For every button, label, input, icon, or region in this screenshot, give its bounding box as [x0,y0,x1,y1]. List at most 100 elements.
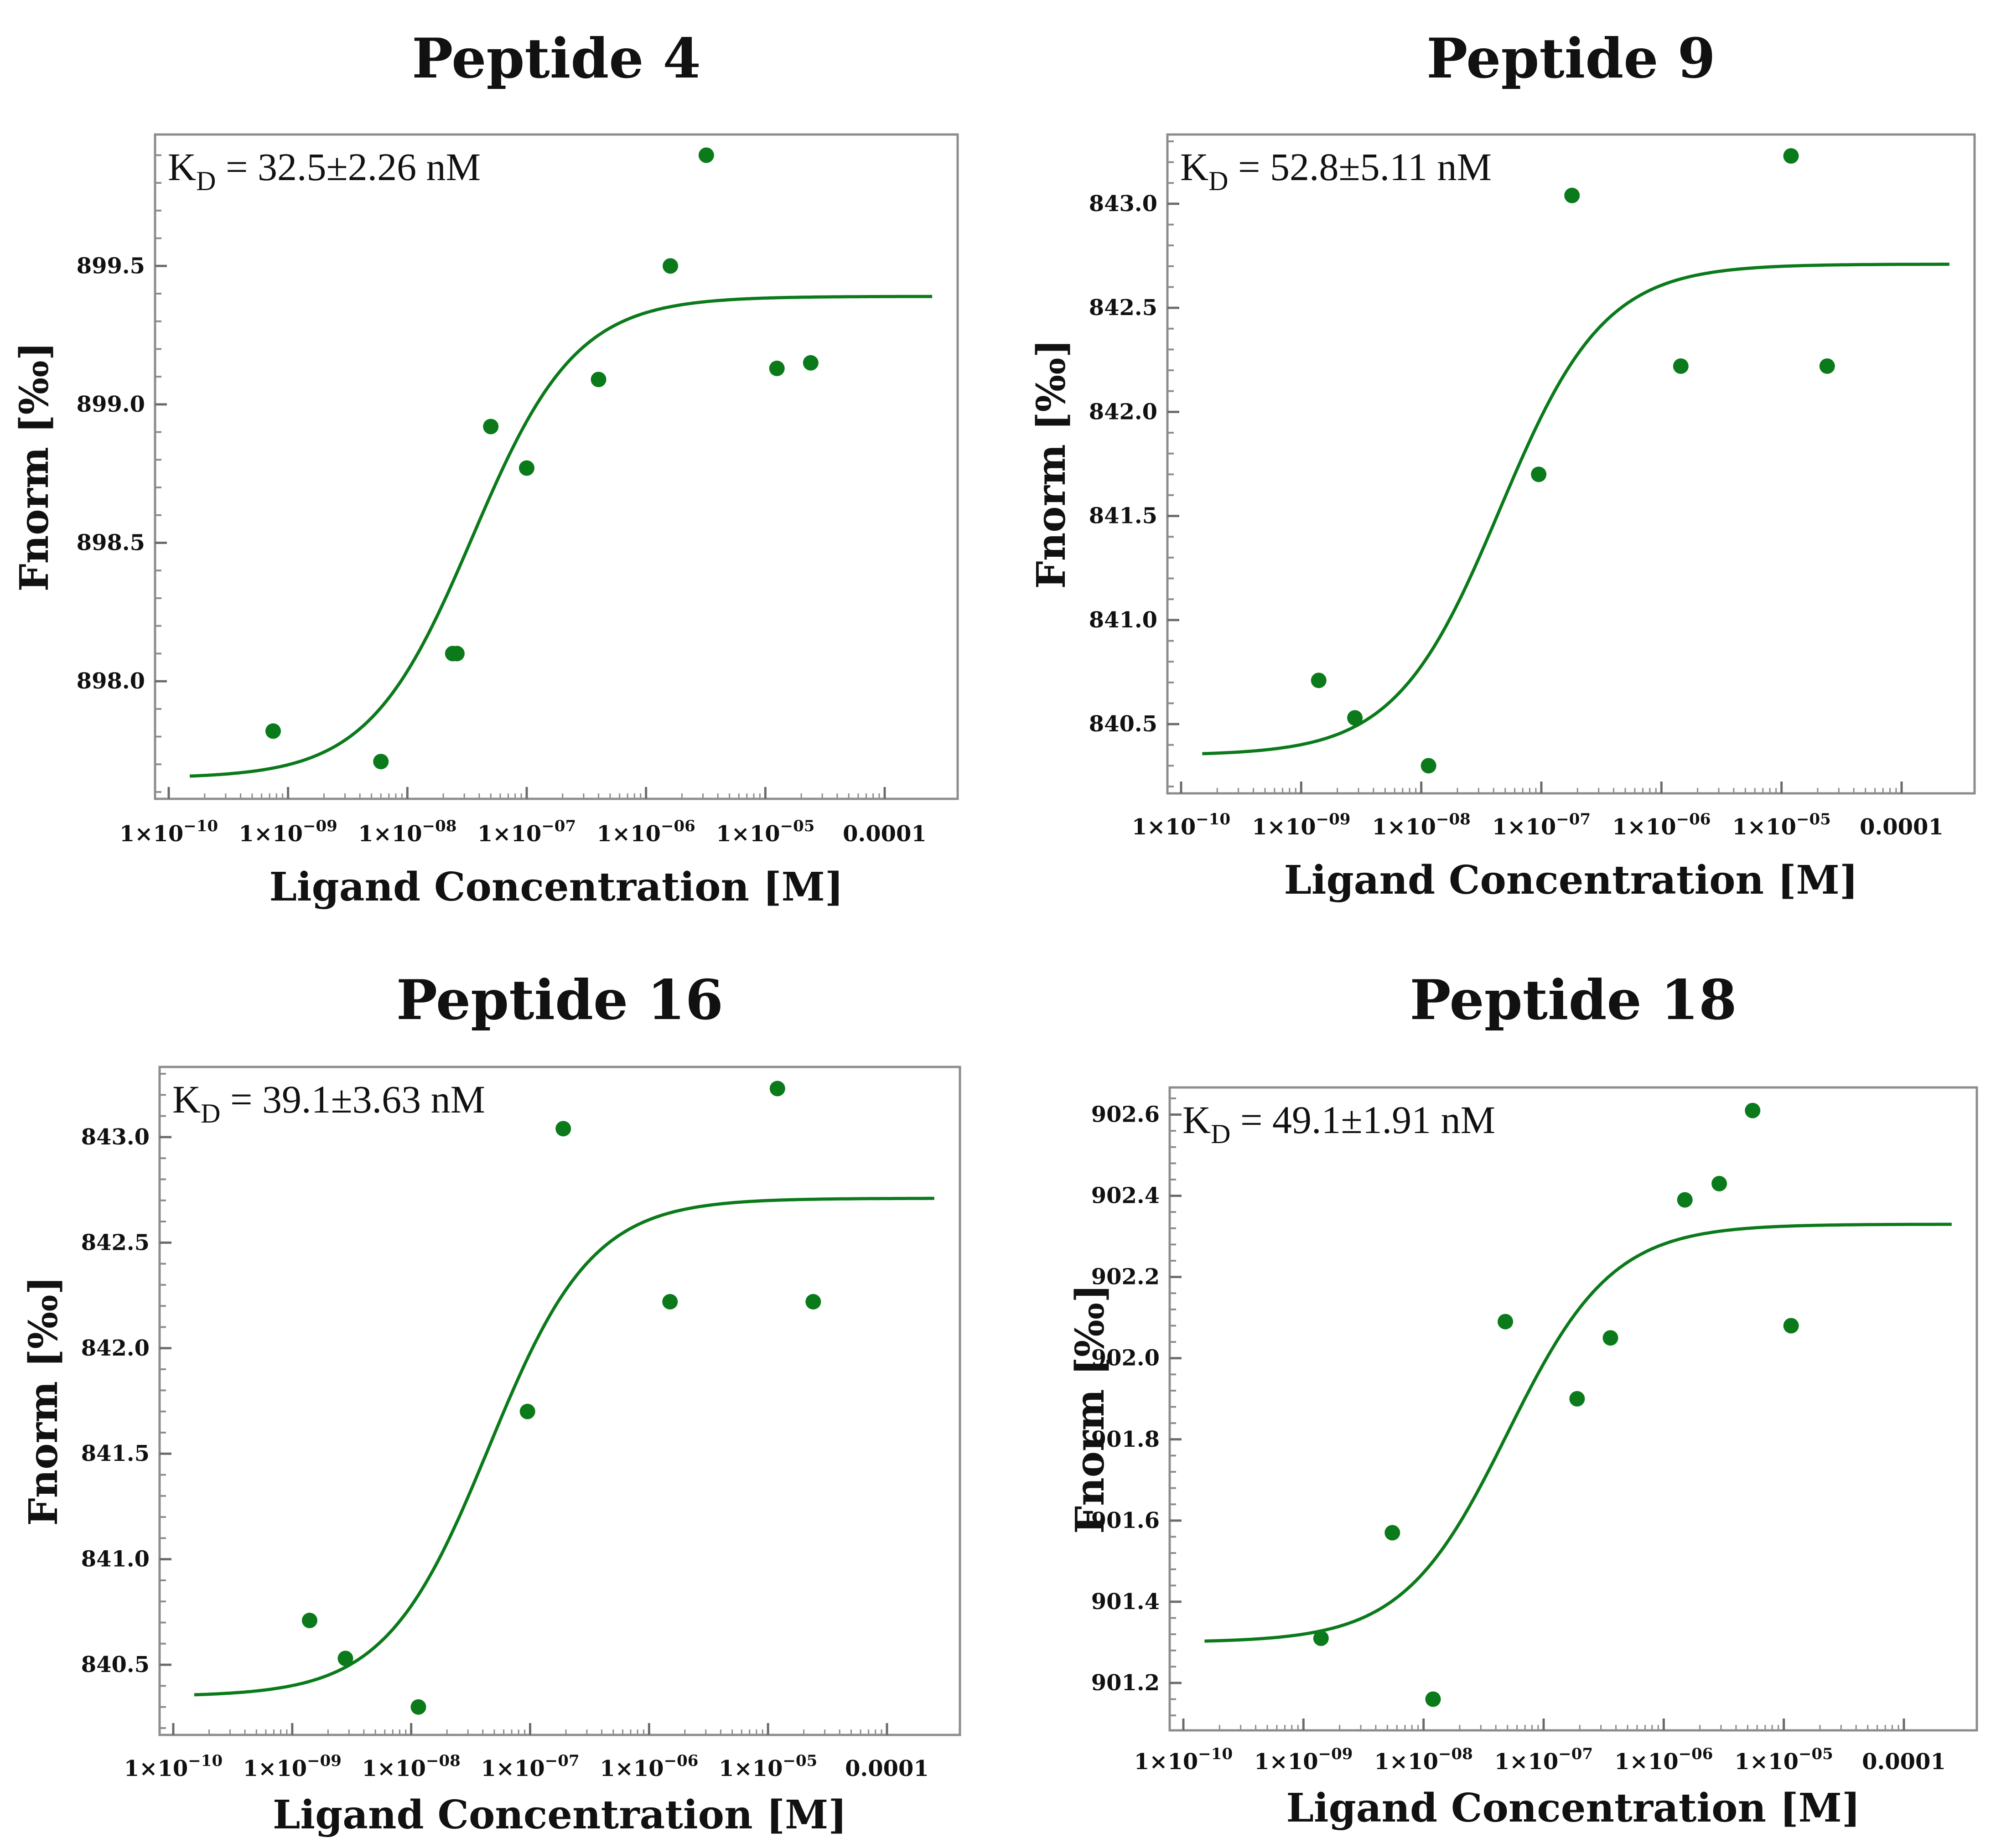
kd-annotation: KD = 32.5±2.26 nM [168,145,481,196]
x-tick-exponent: −09 [307,1752,342,1770]
kd-value: = 52.8±5.11 nM [1228,145,1491,189]
data-point [1602,1330,1618,1346]
chart-title: Peptide 16 [396,968,723,1032]
y-tick-label: 902.2 [1091,1264,1160,1290]
kd-symbol: K [1182,1098,1211,1142]
data-point [449,646,465,662]
x-tick-base: 1×10 [1254,1749,1318,1775]
y-tick-label: 899.0 [77,392,145,417]
x-tick-base: 1×10 [1134,1749,1198,1775]
x-tick-exponent: −05 [1796,810,1831,828]
y-tick-label: 842.5 [1089,295,1157,321]
x-tick-exponent: −06 [1679,1745,1713,1763]
x-tick-base: 1×10 [477,821,541,847]
x-tick-exponent: −09 [1318,1745,1353,1763]
chart-panel-2: Peptide 9 840.5 841.0 841.5 842.0 842.5 843.0 1… [1028,26,1976,903]
y-tick-label: 901.2 [1091,1670,1160,1696]
x-tick-exponent: −07 [1558,1745,1593,1763]
data-point [662,1294,678,1310]
data-point [591,372,607,388]
y-tick-label: 841.0 [81,1547,150,1572]
x-tick-exponent: −07 [545,1752,580,1770]
x-tick-label: 1×10−08 [1374,1745,1473,1775]
data-point [1569,1391,1585,1407]
y-tick-label: 840.5 [1089,711,1157,737]
data-point [769,1081,785,1097]
kd-subscript: D [196,166,216,196]
data-point [805,1294,821,1310]
y-tick-label: 902.4 [1091,1183,1160,1209]
x-tick-exponent: −05 [783,1752,817,1770]
x-tick-base: 1×10 [239,821,303,847]
x-tick-base: 0.0001 [845,1756,929,1781]
x-tick-exponent: −10 [183,817,218,835]
x-tick-base: 1×10 [481,1756,544,1781]
y-tick-label: 842.5 [81,1230,150,1255]
chart-panel-4: Peptide 18 901.2 901.4 901.6 901.8 902.0 902.2… [1067,968,1978,1831]
x-tick-label: 1×10−10 [1134,1745,1233,1775]
x-tick-label: 0.0001 [1862,1749,1946,1775]
x-tick-exponent: −05 [1799,1745,1833,1763]
kd-subscript: D [1208,166,1228,196]
data-point [265,723,281,739]
x-tick-label: 1×10−05 [719,1752,817,1781]
x-tick-base: 1×10 [600,1756,664,1781]
x-tick-exponent: −05 [780,817,815,835]
data-point [1421,758,1436,774]
y-tick-label: 841.5 [81,1441,150,1466]
x-tick-base: 1×10 [716,821,780,847]
x-tick-base: 1×10 [1374,1749,1438,1775]
x-tick-label: 1×10−07 [477,817,576,847]
x-tick-label: 1×10−10 [1132,810,1230,840]
plot-frame [158,1066,961,1736]
data-point [663,258,679,274]
plot-frame [1168,1086,1978,1732]
y-tick-label: 901.6 [1091,1508,1160,1533]
y-tick-label: 843.0 [81,1124,150,1150]
x-tick-base: 1×10 [1735,1749,1799,1775]
x-tick-label: 1×10−07 [1494,1745,1593,1775]
x-axis-label: Ligand Concentration [M] [269,864,843,910]
x-tick-label: 1×10−08 [1372,810,1471,840]
kd-symbol: K [1180,145,1208,189]
data-point [1783,1318,1799,1334]
x-tick-exponent: −08 [1436,810,1471,828]
x-tick-base: 0.0001 [1862,1749,1946,1775]
x-tick-label: 1×10−09 [239,817,337,847]
x-tick-label: 1×10−09 [1254,1745,1353,1775]
x-tick-exponent: −08 [426,1752,461,1770]
x-tick-label: 1×10−06 [1614,1745,1713,1775]
x-tick-label: 1×10−08 [362,1752,461,1781]
kd-subscript: D [1211,1119,1230,1149]
x-tick-exponent: −07 [541,817,576,835]
x-tick-label: 1×10−06 [597,817,695,847]
x-tick-label: 1×10−08 [358,817,456,847]
data-point [483,419,499,435]
data-point [1531,466,1547,482]
x-tick-exponent: −06 [1676,810,1711,828]
plot-frame [1166,133,1976,795]
x-tick-base: 1×10 [1612,814,1676,840]
x-tick-base: 1×10 [1614,1749,1678,1775]
x-tick-base: 1×10 [124,1756,188,1781]
x-tick-label: 1×10−06 [600,1752,698,1781]
data-point [1745,1103,1761,1118]
x-tick-base: 1×10 [362,1756,426,1781]
x-axis-label: Ligand Concentration [M] [1284,857,1858,903]
x-tick-base: 1×10 [1252,814,1316,840]
y-tick-label: 841.5 [1089,503,1157,529]
x-tick-exponent: −10 [1198,1745,1233,1763]
x-tick-exponent: −09 [303,817,337,835]
y-tick-label: 898.5 [77,530,145,555]
x-tick-label: 0.0001 [843,821,927,847]
chart-title: Peptide 18 [1410,968,1737,1032]
x-tick-base: 1×10 [1732,814,1796,840]
data-point [1783,148,1799,164]
x-tick-exponent: −06 [661,817,695,835]
x-tick-label: 0.0001 [1860,814,1944,840]
data-point [301,1612,317,1628]
y-axis-label: Fnorm [‰] [1028,339,1074,589]
y-tick-label: 902.6 [1091,1102,1160,1128]
